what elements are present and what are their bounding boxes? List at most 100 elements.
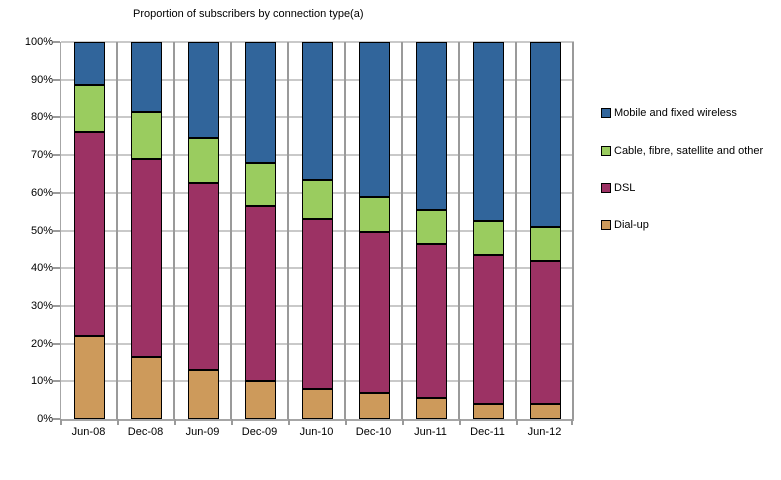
bar-segment-cable-fibre-satellite-and-other <box>473 221 504 256</box>
x-axis-tick <box>571 419 573 425</box>
x-axis-label: Jun-08 <box>71 426 106 438</box>
legend-swatch-icon <box>601 220 611 230</box>
x-axis-tick <box>402 419 404 425</box>
x-axis-tick <box>117 419 119 425</box>
y-axis-label: 50% <box>30 224 53 237</box>
y-axis-label: 10% <box>30 375 53 388</box>
y-axis-tick <box>53 78 60 81</box>
bar-segment-mobile-and-fixed-wireless <box>188 42 219 139</box>
bar-segment-dsl <box>74 132 105 337</box>
y-axis-tick <box>53 342 60 345</box>
gridline-vertical <box>458 42 460 419</box>
y-axis-tick <box>53 229 60 232</box>
bar-segment-dsl <box>245 206 276 382</box>
bar-segment-dial-up <box>302 388 333 419</box>
bar-segment-dsl <box>131 158 162 357</box>
y-axis-tick <box>53 41 60 43</box>
y-axis-label: 40% <box>30 262 53 275</box>
x-axis-label: Dec-09 <box>241 426 278 438</box>
gridline-vertical <box>173 42 175 419</box>
bar-segment-cable-fibre-satellite-and-other <box>245 162 276 206</box>
bar-segment-mobile-and-fixed-wireless <box>359 42 390 197</box>
bar-segment-cable-fibre-satellite-and-other <box>302 179 333 220</box>
bar-segment-cable-fibre-satellite-and-other <box>416 209 447 244</box>
gridline-vertical <box>344 42 346 419</box>
plot-area <box>60 41 574 421</box>
bar-segment-dsl <box>530 260 561 404</box>
y-axis-label: 20% <box>30 337 53 350</box>
y-axis-tick <box>53 380 60 383</box>
chart-title: Proportion of subscribers by connection … <box>133 8 364 20</box>
x-axis-tick <box>288 419 290 425</box>
legend-item: Cable, fibre, satellite and other <box>601 145 763 157</box>
bar-segment-dial-up <box>359 392 390 419</box>
x-axis-label: Jun-10 <box>299 426 334 438</box>
bar-segment-mobile-and-fixed-wireless <box>530 42 561 227</box>
legend-label: Mobile and fixed wireless <box>614 107 737 119</box>
y-axis-label: 80% <box>30 111 53 124</box>
bar-segment-dial-up <box>74 336 105 419</box>
bar-segment-dsl <box>302 219 333 389</box>
bar-segment-dsl <box>359 232 390 393</box>
x-axis-tick <box>60 419 62 425</box>
x-axis-label: Jun-11 <box>414 426 447 438</box>
bar-segment-cable-fibre-satellite-and-other <box>530 226 561 261</box>
legend-item: Dial-up <box>601 219 649 231</box>
y-axis-label: 0% <box>37 413 53 425</box>
legend-swatch-icon <box>601 146 611 156</box>
y-axis-tick <box>53 116 60 119</box>
y-axis-tick <box>53 267 60 270</box>
gridline-vertical <box>515 42 517 419</box>
gridline-vertical <box>401 42 403 419</box>
x-axis-tick <box>231 419 233 425</box>
x-axis-label: Dec-08 <box>127 426 164 438</box>
bar-segment-dsl <box>416 243 447 399</box>
x-axis-label: Jun-09 <box>185 426 220 438</box>
legend-label: Dial-up <box>614 219 649 231</box>
y-axis-tick <box>53 418 60 420</box>
y-axis-label: 30% <box>30 299 53 312</box>
bar-segment-dial-up <box>188 370 219 419</box>
bar-segment-dial-up <box>473 403 504 419</box>
bar-segment-dsl <box>473 255 504 404</box>
gridline-vertical <box>116 42 118 419</box>
bar-segment-cable-fibre-satellite-and-other <box>74 85 105 133</box>
x-axis-label: Dec-10 <box>355 426 392 438</box>
bar-segment-dial-up <box>245 381 276 419</box>
x-axis-label: Jun-12 <box>527 426 562 438</box>
bar-segment-mobile-and-fixed-wireless <box>416 42 447 210</box>
legend-item: DSL <box>601 182 635 194</box>
legend-label: Cable, fibre, satellite and other <box>614 145 764 157</box>
gridline-horizontal <box>61 41 574 43</box>
bar-segment-mobile-and-fixed-wireless <box>131 42 162 112</box>
legend-item: Mobile and fixed wireless <box>601 107 737 119</box>
gridline-vertical <box>572 42 574 419</box>
bar-segment-mobile-and-fixed-wireless <box>74 42 105 86</box>
y-axis-tick <box>53 154 60 157</box>
bar-segment-dial-up <box>131 356 162 419</box>
y-axis-label: 90% <box>30 73 53 86</box>
y-axis-tick <box>53 191 60 194</box>
gridline-vertical <box>230 42 232 419</box>
x-axis-tick <box>516 419 518 425</box>
bar-segment-mobile-and-fixed-wireless <box>302 42 333 180</box>
legend-swatch-icon <box>601 183 611 193</box>
gridline-vertical <box>287 42 289 419</box>
y-axis-label: 60% <box>30 186 53 199</box>
bar-segment-cable-fibre-satellite-and-other <box>131 111 162 159</box>
x-axis-tick <box>345 419 347 425</box>
legend-swatch-icon <box>601 108 611 118</box>
x-axis-tick <box>459 419 461 425</box>
y-axis-label: 70% <box>30 149 53 162</box>
bar-segment-cable-fibre-satellite-and-other <box>188 138 219 184</box>
y-axis-label: 100% <box>24 36 53 48</box>
bar-segment-dial-up <box>416 398 447 419</box>
bar-segment-mobile-and-fixed-wireless <box>245 42 276 163</box>
bar-segment-mobile-and-fixed-wireless <box>473 42 504 222</box>
y-axis-tick <box>53 304 60 307</box>
bar-segment-cable-fibre-satellite-and-other <box>359 196 390 233</box>
bar-segment-dsl <box>188 183 219 370</box>
bar-segment-dial-up <box>530 403 561 419</box>
x-axis-tick <box>174 419 176 425</box>
